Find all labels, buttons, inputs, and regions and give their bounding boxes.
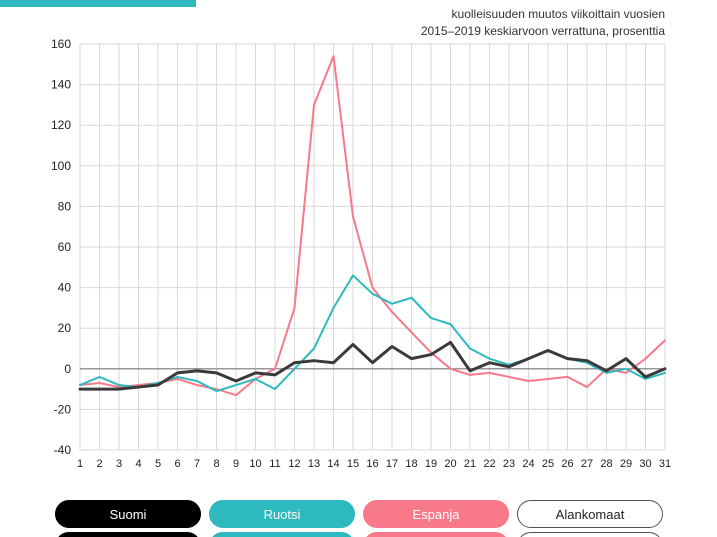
chart-title-line-2: 2015–2019 keskiarvoon verrattuna, prosen…: [420, 24, 665, 38]
x-tick-label: 23: [503, 458, 515, 470]
x-tick-label: 4: [135, 458, 141, 470]
legend-buttons-row-2: [55, 532, 663, 537]
legend-button-row2-1[interactable]: [55, 532, 201, 537]
y-tick-label: 60: [58, 240, 72, 254]
x-tick-label: 22: [483, 458, 495, 470]
series-line-espanja: [79, 55, 666, 397]
mortality-line-chart: 1 2 3 4 5 6 7 8 9 10 11 12 13 14 15 16 17 18 19 20 21 22 23 24 2…: [51, 37, 671, 470]
series-line-suomi: [78, 340, 667, 391]
x-tick-label: 9: [233, 458, 239, 470]
y-tick-label: -20: [54, 402, 72, 416]
x-tick-label: 26: [561, 458, 573, 470]
x-tick-label: 14: [327, 458, 339, 470]
x-tick-label: 6: [174, 458, 180, 470]
legend-buttons-row-1: Suomi Ruotsi Espanja Alankomaat: [55, 500, 663, 528]
x-tick-label: 13: [308, 458, 320, 470]
x-tick-label: 11: [269, 458, 280, 470]
y-tick-label: 120: [51, 118, 71, 132]
x-tick-label: 16: [366, 458, 378, 470]
x-tick-label: 18: [405, 458, 417, 470]
y-tick-label: -40: [54, 443, 72, 457]
y-tick-label: 20: [58, 321, 72, 335]
legend-button-row2-4[interactable]: [517, 532, 663, 537]
x-tick-label: 12: [288, 458, 300, 470]
x-tick-label: 20: [444, 458, 456, 470]
legend-button-row2-3[interactable]: [363, 532, 509, 537]
legend-button-espanja[interactable]: Espanja: [363, 500, 509, 528]
x-tick-label: 1: [77, 458, 83, 470]
y-tick-label: 140: [51, 78, 71, 92]
legend-button-ruotsi[interactable]: Ruotsi: [209, 500, 355, 528]
legend-button-suomi[interactable]: Suomi: [55, 500, 201, 528]
legend-button-alankomaat[interactable]: Alankomaat: [517, 500, 663, 528]
chart-title: kuolleisuuden muutos viikoittain vuosien…: [421, 6, 665, 40]
x-tick-label: 10: [249, 458, 261, 470]
x-tick-label: 21: [464, 458, 476, 470]
x-tick-label: 3: [116, 458, 122, 470]
x-tick-label: 27: [581, 458, 593, 470]
x-tick-label: 7: [194, 458, 200, 470]
y-tick-label: 160: [51, 37, 71, 51]
x-tick-label: 8: [213, 458, 219, 470]
x-tick-label: 2: [96, 458, 102, 470]
y-tick-label: 100: [51, 159, 71, 173]
chart-title-line-1: kuolleisuuden muutos viikoittain vuosien: [451, 7, 665, 21]
x-tick-label: 19: [425, 458, 437, 470]
x-tick-label: 25: [542, 458, 554, 470]
x-tick-label: 17: [386, 458, 398, 470]
top-accent-bar: [0, 0, 196, 7]
x-tick-label: 24: [522, 458, 534, 470]
x-tick-label: 28: [600, 458, 612, 470]
legend-button-row2-2[interactable]: [209, 532, 355, 537]
x-tick-label: 30: [639, 458, 651, 470]
x-tick-label: 5: [155, 458, 161, 470]
y-tick-label: 80: [58, 199, 72, 213]
x-tick-label: 15: [347, 458, 359, 470]
x-tick-label: 31: [659, 458, 671, 470]
y-tick-label: 40: [58, 281, 72, 295]
x-tick-label: 29: [620, 458, 632, 470]
y-tick-label: 0: [64, 362, 71, 376]
